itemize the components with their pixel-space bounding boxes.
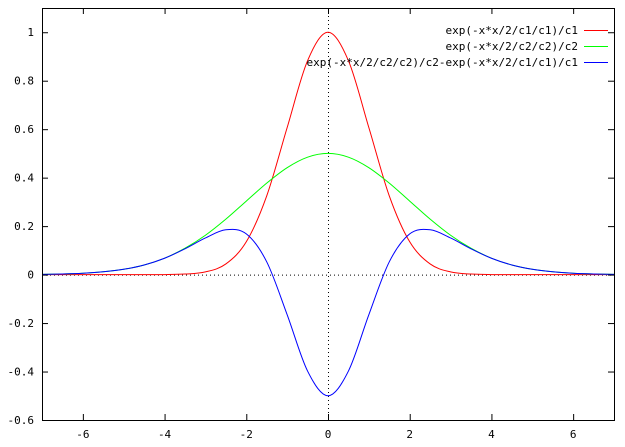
legend-label-1: exp(-x*x/2/c1/c1)/c1: [446, 24, 578, 37]
y-tick-label: 0: [27, 269, 34, 282]
x-tick-label: -6: [76, 428, 89, 441]
legend: exp(-x*x/2/c1/c1)/c1 exp(-x*x/2/c2/c2)/c2…: [306, 24, 608, 69]
x-tick-label: 2: [406, 428, 413, 441]
ticks: -6 -4 -2 0 2 4 6 -0.6 -0.4 -0.2 0 0.2 0.4 0.6 0.8 1: [8, 8, 614, 441]
y-tick-label: -0.6: [8, 414, 35, 427]
zero-axes: [42, 8, 614, 420]
legend-label-3: exp(-x*x/2/c2/c2)/c2-exp(-x*x/2/c1/c1)/c…: [306, 56, 578, 69]
x-tick-label: 0: [325, 428, 332, 441]
y-tick-label: -0.4: [8, 366, 35, 379]
x-tick-label: -4: [158, 428, 172, 441]
plot-frame: [42, 8, 615, 421]
y-tick-label: 0.4: [14, 172, 34, 185]
x-tick-label: 6: [570, 428, 577, 441]
y-tick-label: 0.6: [14, 123, 34, 136]
series-line-1: [42, 31, 614, 276]
legend-label-2: exp(-x*x/2/c2/c2)/c2: [446, 40, 578, 53]
y-tick-label: 0.2: [14, 220, 34, 233]
y-tick-label: 0.8: [14, 75, 34, 88]
y-tick-label: -0.2: [8, 317, 35, 330]
series-line-3: [41, 228, 615, 397]
x-tick-label: 4: [488, 428, 495, 441]
x-tick-label: -2: [240, 428, 253, 441]
series-lines: [41, 31, 615, 397]
y-tick-label: 1: [27, 26, 34, 39]
